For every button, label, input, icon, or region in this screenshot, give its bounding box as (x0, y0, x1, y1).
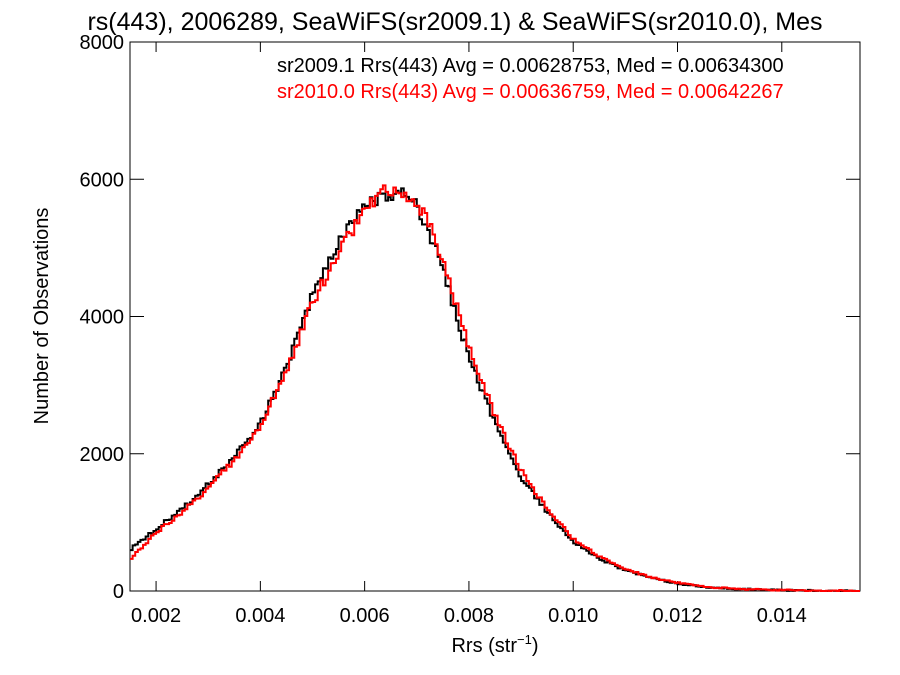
x-axis-label: Rrs (str−1) (451, 632, 538, 657)
x-axis-label-superscript: −1 (517, 632, 532, 647)
x-axis-ticks: 0.002 0.004 0.006 0.008 0.010 0.012 0.014 (131, 42, 807, 627)
x-tick-label: 0.006 (340, 605, 390, 627)
x-tick-label: 0.002 (131, 605, 181, 627)
y-tick-label: 6000 (80, 169, 125, 191)
x-tick-label: 0.004 (235, 605, 285, 627)
x-tick-label: 0.010 (548, 605, 598, 627)
x-tick-label: 0.014 (757, 605, 807, 627)
legend-entry-sr2010: sr2010.0 Rrs(443) Avg = 0.00636759, Med … (277, 81, 784, 103)
series-line-sr2009 (130, 187, 860, 592)
y-tick-label: 2000 (80, 444, 125, 466)
legend-entry-sr2009: sr2009.1 Rrs(443) Avg = 0.00628753, Med … (277, 55, 784, 77)
y-tick-label: 4000 (80, 307, 125, 329)
series-line-sr2010 (130, 184, 860, 592)
plot-area-border (129, 41, 861, 592)
x-tick-label: 0.008 (444, 605, 494, 627)
y-tick-label: 0 (113, 581, 124, 603)
x-tick-label: 0.012 (652, 605, 702, 627)
y-axis-label: Number of Observations (31, 208, 53, 425)
x-axis-label-main: Rrs (str (451, 635, 517, 657)
y-axis-ticks: 0 2000 4000 6000 8000 (80, 32, 860, 603)
plot-frame (129, 41, 861, 592)
y-tick-label: 8000 (80, 32, 125, 54)
chart-title: rs(443), 2006289, SeaWiFS(sr2009.1) & Se… (87, 8, 822, 36)
x-axis-label-close: ) (532, 635, 539, 657)
series-lines (130, 184, 860, 592)
